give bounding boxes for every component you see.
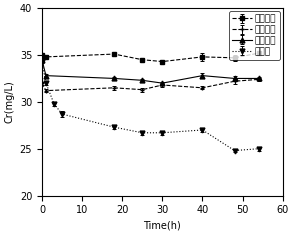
Legend: 空白对照, 生物对照, 化学对照, 实验组: 空白对照, 生物对照, 化学对照, 实验组 [229, 11, 280, 59]
X-axis label: Time(h): Time(h) [144, 221, 181, 231]
Y-axis label: Cr(mg/L): Cr(mg/L) [4, 80, 14, 123]
